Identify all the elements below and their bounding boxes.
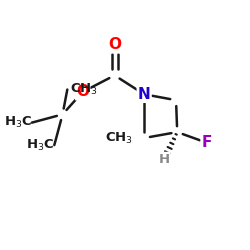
Text: O: O [108,37,121,52]
Text: CH$_3$: CH$_3$ [70,82,98,97]
Text: N: N [138,87,150,102]
Text: CH$_3$: CH$_3$ [106,130,134,146]
Text: H: H [159,153,170,166]
Text: H$_3$C: H$_3$C [4,115,32,130]
Text: F: F [202,135,212,150]
Text: H$_3$C: H$_3$C [26,138,54,153]
Text: O: O [76,84,89,100]
